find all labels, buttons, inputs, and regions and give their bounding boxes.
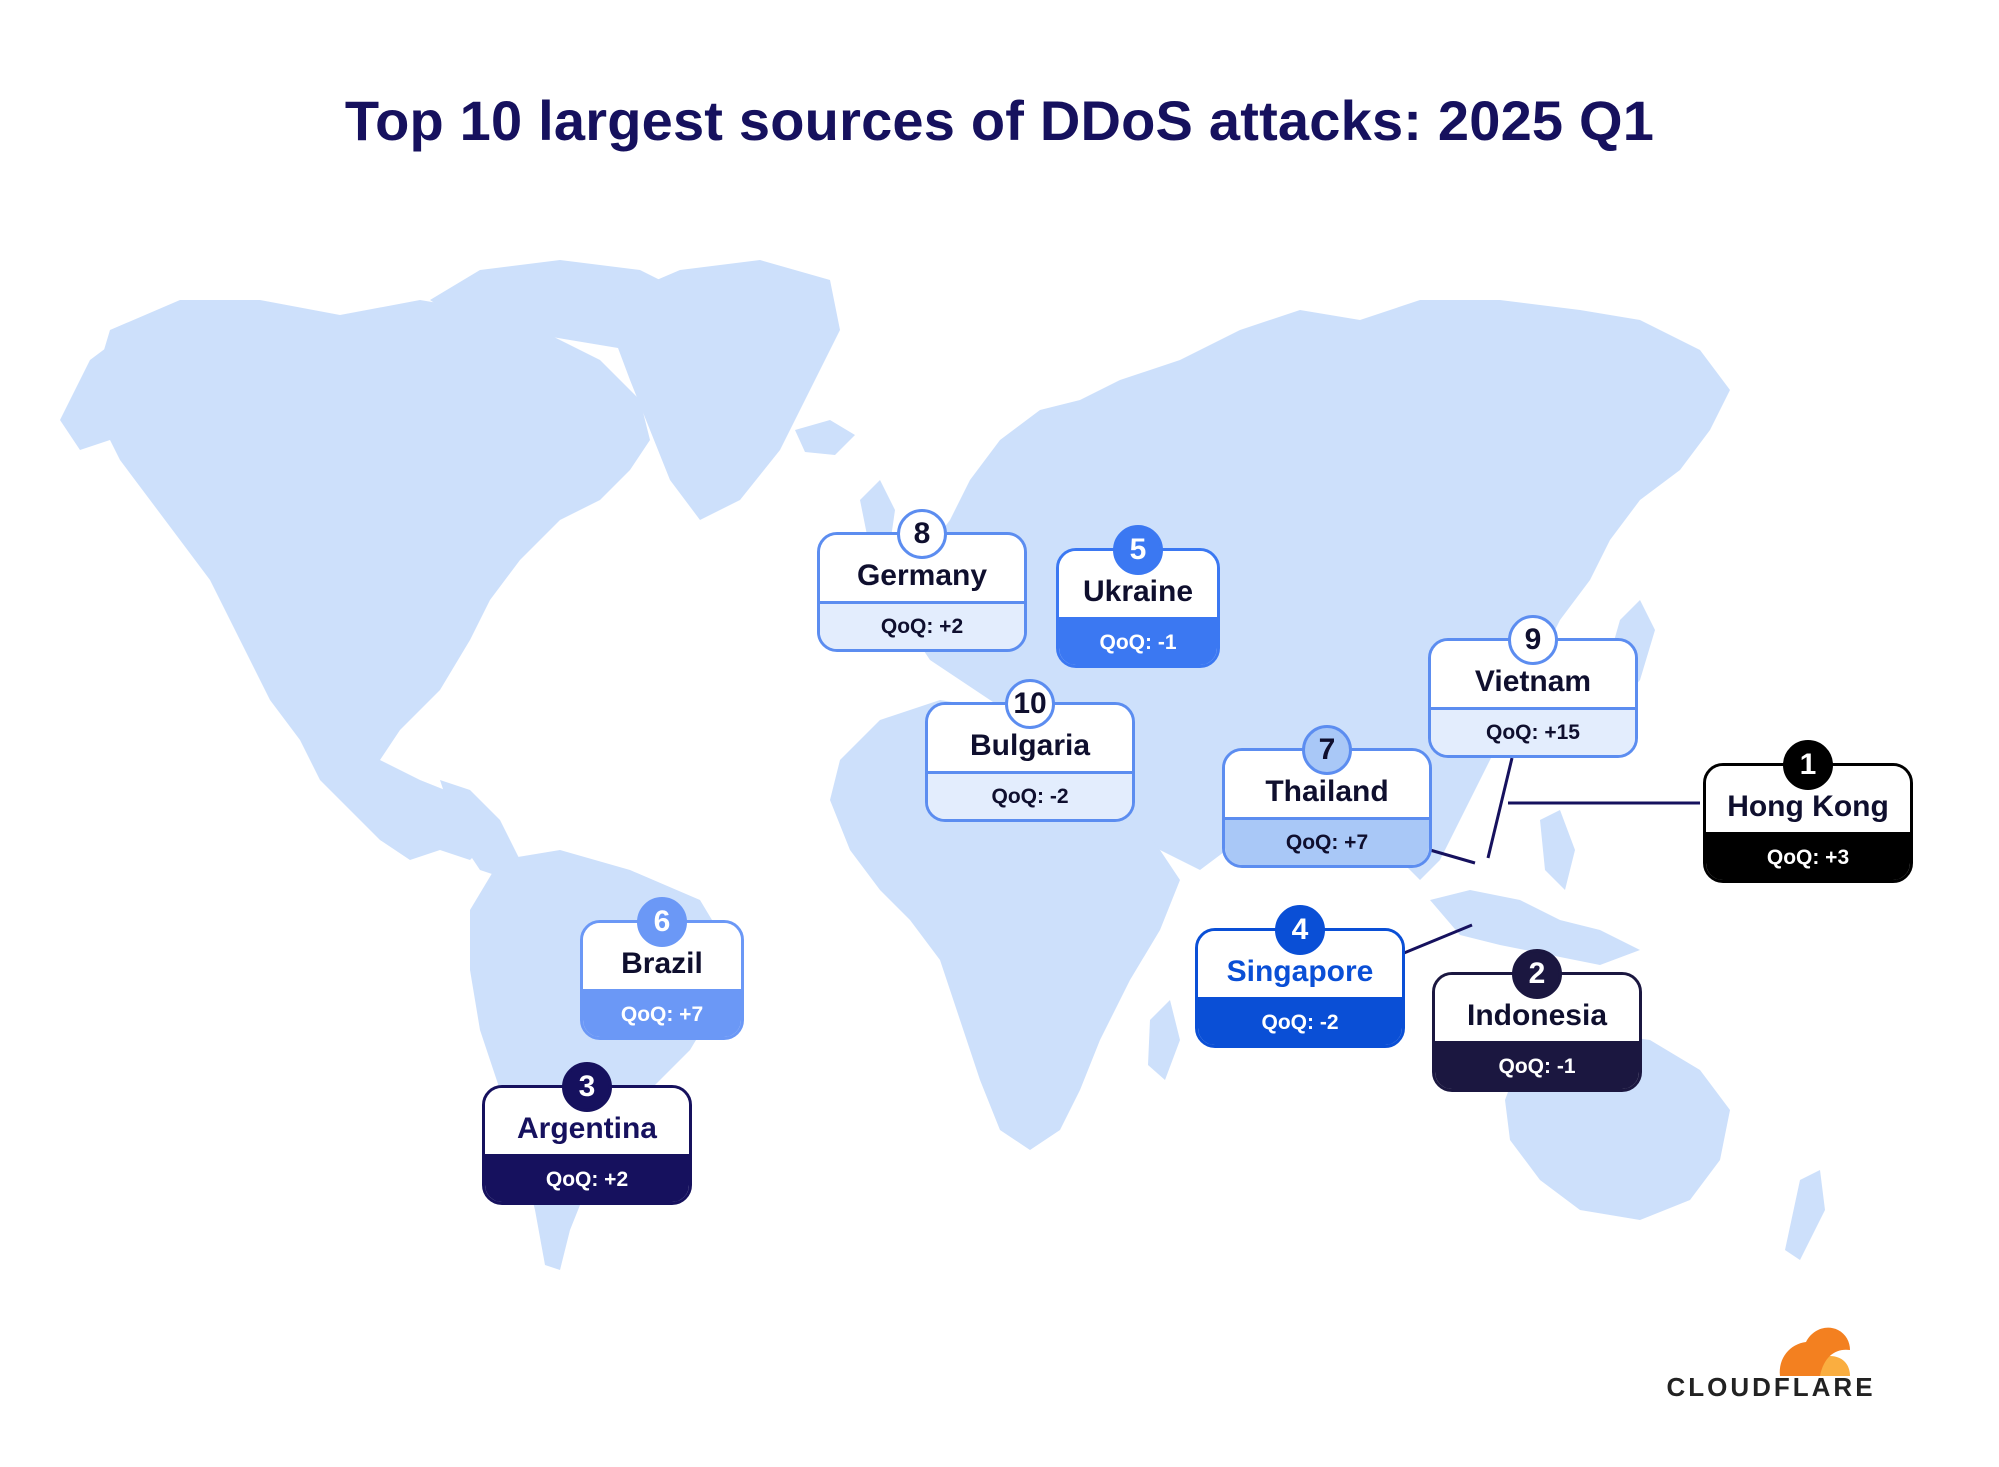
- country-card-argentina: 3 Argentina QoQ: +2: [482, 1062, 692, 1205]
- alaska-landmass: [60, 330, 150, 450]
- cloudflare-wordmark: CLOUDFLARE: [1666, 1372, 1876, 1402]
- qoq-value: QoQ: -2: [1198, 997, 1402, 1045]
- philippines-landmass: [1540, 810, 1575, 890]
- qoq-value: QoQ: +2: [820, 601, 1024, 649]
- country-card-indonesia: 2 Indonesia QoQ: -1: [1432, 949, 1642, 1092]
- thailand-leader-line: [1429, 848, 1476, 865]
- country-card-ukraine: 5 Ukraine QoQ: -1: [1056, 525, 1220, 668]
- country-card-bulgaria: 10 Bulgaria QoQ: -2: [925, 679, 1135, 822]
- rank-badge: 9: [1508, 615, 1558, 665]
- country-card-singapore: 4 Singapore QoQ: -2: [1195, 905, 1405, 1048]
- qoq-value: QoQ: +2: [485, 1154, 689, 1202]
- iceland-landmass: [795, 420, 855, 455]
- qoq-value: QoQ: +15: [1431, 707, 1635, 755]
- qoq-value: QoQ: +7: [1225, 817, 1429, 865]
- south-america-landmass: [470, 850, 730, 1270]
- country-card-vietnam: 9 Vietnam QoQ: +15: [1428, 615, 1638, 758]
- cloudflare-logo: [1779, 1327, 1850, 1376]
- greenland-landmass: [610, 260, 840, 520]
- rank-badge: 7: [1302, 725, 1352, 775]
- arabia-landmass: [1110, 750, 1240, 870]
- rank-badge: 1: [1783, 740, 1833, 790]
- southeast-asia-islands: [1430, 890, 1640, 965]
- country-name: Ukraine: [1059, 551, 1217, 617]
- rank-badge: 5: [1113, 525, 1163, 575]
- central-america-landmass: [440, 780, 520, 880]
- rank-badge: 10: [1005, 679, 1055, 729]
- rank-badge: 3: [562, 1062, 612, 1112]
- qoq-value: QoQ: -2: [928, 771, 1132, 819]
- rank-badge: 6: [637, 897, 687, 947]
- rank-badge: 8: [897, 509, 947, 559]
- qoq-value: QoQ: -1: [1435, 1041, 1639, 1089]
- qoq-value: QoQ: +3: [1706, 832, 1910, 880]
- rank-badge: 2: [1512, 949, 1562, 999]
- country-name: Bulgaria: [928, 705, 1132, 771]
- country-card-hong-kong: 1 Hong Kong QoQ: +3: [1703, 740, 1913, 883]
- country-card-germany: 8 Germany QoQ: +2: [817, 509, 1027, 652]
- qoq-value: QoQ: +7: [583, 989, 741, 1037]
- madagascar-landmass: [1148, 1000, 1180, 1080]
- rank-badge: 4: [1275, 905, 1325, 955]
- country-card-thailand: 7 Thailand QoQ: +7: [1222, 725, 1432, 868]
- qoq-value: QoQ: -1: [1059, 617, 1217, 665]
- north-america-landmass: [95, 300, 650, 860]
- country-card-brazil: 6 Brazil QoQ: +7: [580, 897, 744, 1040]
- map-title: Top 10 largest sources of DDoS attacks: …: [344, 89, 1655, 152]
- singapore-leader-line: [1403, 923, 1473, 955]
- vietnam-leader-line: [1486, 757, 1514, 859]
- new-zealand-landmass: [1785, 1170, 1825, 1260]
